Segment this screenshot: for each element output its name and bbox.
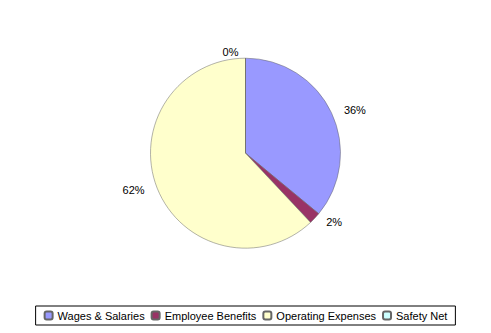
svg-text:Wages & Salaries: Wages & Salaries <box>58 310 146 322</box>
svg-text:Operating Expenses: Operating Expenses <box>276 310 376 322</box>
svg-text:2%: 2% <box>326 216 342 228</box>
svg-text:0%: 0% <box>223 46 239 58</box>
svg-text:62%: 62% <box>123 184 145 196</box>
svg-text:Employee Benefits: Employee Benefits <box>165 310 257 322</box>
svg-text:36%: 36% <box>344 104 366 116</box>
svg-text:Safety Net: Safety Net <box>396 310 447 322</box>
